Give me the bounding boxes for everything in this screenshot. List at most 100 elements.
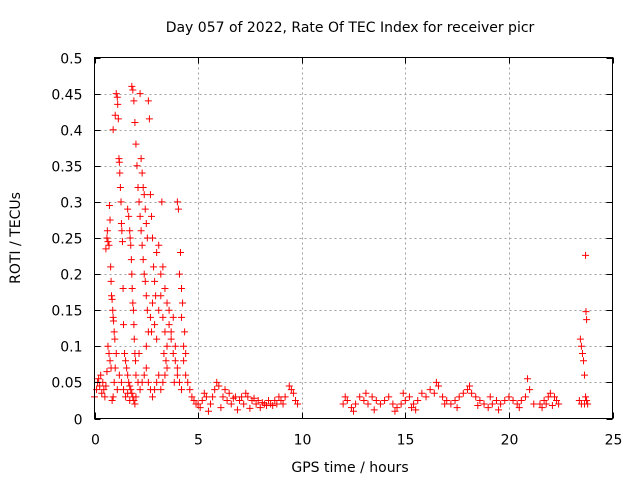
data-point <box>577 342 585 350</box>
data-point <box>509 396 517 404</box>
data-point <box>151 386 159 394</box>
x-tick-label: 10 <box>294 433 312 449</box>
data-point <box>546 389 554 397</box>
data-point <box>492 396 500 404</box>
data-point <box>131 400 139 408</box>
data-point <box>439 393 447 401</box>
data-point <box>441 400 449 408</box>
data-point <box>140 371 148 379</box>
data-point <box>202 393 210 401</box>
data-point <box>225 389 233 397</box>
data-point <box>144 378 152 386</box>
data-point <box>341 393 349 401</box>
data-point <box>108 295 116 303</box>
data-point <box>536 400 544 408</box>
data-point <box>117 198 125 206</box>
data-point <box>178 285 186 293</box>
data-point <box>182 371 190 379</box>
x-axis-label: GPS time / hours <box>291 460 408 476</box>
data-point <box>157 386 165 394</box>
data-point <box>517 396 525 404</box>
data-point <box>127 386 135 394</box>
data-point <box>408 404 416 412</box>
data-point <box>138 169 146 177</box>
data-point <box>122 357 130 365</box>
data-point <box>581 400 589 408</box>
data-point <box>169 313 177 321</box>
data-point <box>291 396 299 404</box>
data-point <box>109 393 117 401</box>
data-point <box>521 393 529 401</box>
data-point <box>132 357 140 365</box>
data-point <box>582 308 590 316</box>
data-point <box>182 350 190 358</box>
data-point <box>123 364 131 372</box>
data-point <box>161 328 169 336</box>
y-tick-label: 0.45 <box>51 88 82 104</box>
data-point <box>175 270 183 278</box>
data-point <box>285 382 293 390</box>
data-point <box>132 371 140 379</box>
data-point <box>385 393 393 401</box>
data-point <box>120 321 128 329</box>
data-point <box>115 371 123 379</box>
data-point <box>215 382 223 390</box>
data-point <box>381 396 389 404</box>
data-point <box>101 393 109 401</box>
data-point <box>136 386 144 394</box>
data-point <box>356 393 364 401</box>
y-tick-label: 0.25 <box>51 232 82 248</box>
data-point <box>100 386 108 394</box>
data-point <box>96 382 104 390</box>
data-point <box>453 404 461 412</box>
data-point <box>350 407 357 415</box>
data-point <box>117 220 125 228</box>
data-point <box>127 241 135 249</box>
data-point <box>98 389 106 397</box>
data-point <box>432 378 440 386</box>
data-point <box>426 386 434 394</box>
data-point <box>262 402 270 410</box>
data-point <box>126 234 134 242</box>
data-point <box>401 396 409 404</box>
data-point <box>149 234 157 242</box>
data-point <box>119 285 127 293</box>
data-point <box>108 396 116 404</box>
x-tick-labels: 0 5 10 15 20 25 <box>91 433 622 449</box>
x-tick-label: 0 <box>91 433 100 449</box>
data-point <box>141 205 149 213</box>
data-point <box>238 393 246 401</box>
data-point <box>579 357 587 365</box>
data-point <box>105 350 113 358</box>
data-point <box>343 396 351 404</box>
data-point <box>221 386 229 394</box>
chart-title: Day 057 of 2022, Rate Of TEC Index for r… <box>166 20 535 36</box>
data-point <box>524 375 532 383</box>
data-point <box>252 400 260 408</box>
data-point <box>246 404 254 412</box>
data-point <box>265 396 273 404</box>
data-point <box>443 396 451 404</box>
data-point <box>131 118 139 126</box>
data-point <box>138 378 146 386</box>
data-point <box>575 396 583 404</box>
data-point <box>495 406 503 414</box>
data-point <box>129 306 137 314</box>
data-point <box>488 400 496 408</box>
data-point <box>173 371 181 379</box>
data-point <box>126 396 134 404</box>
data-point <box>165 321 173 329</box>
data-point <box>127 256 135 264</box>
data-point <box>118 238 126 246</box>
data-point <box>418 389 426 397</box>
data-point <box>277 396 285 404</box>
data-point <box>540 396 548 404</box>
data-point <box>548 402 556 410</box>
data-point <box>107 292 115 300</box>
data-point <box>372 396 380 404</box>
data-point <box>447 400 455 408</box>
data-point <box>159 313 167 321</box>
data-point <box>155 306 163 314</box>
data-point <box>207 400 215 408</box>
data-point <box>97 371 105 379</box>
